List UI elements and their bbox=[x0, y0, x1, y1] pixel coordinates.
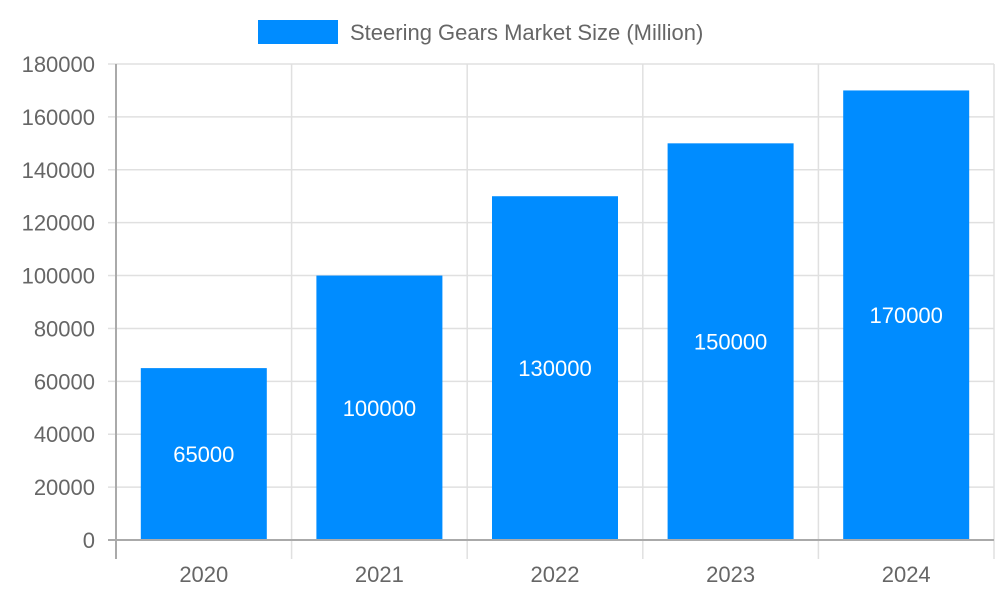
bar-value-label: 150000 bbox=[694, 330, 767, 355]
y-tick-label: 40000 bbox=[34, 422, 95, 447]
y-tick-label: 160000 bbox=[22, 105, 95, 130]
bar-value-label: 130000 bbox=[518, 356, 591, 381]
legend-swatch bbox=[258, 20, 338, 44]
y-axis-ticks: 0 20000 40000 60000 80000 100000 120000 140000 1… bbox=[22, 52, 116, 553]
y-tick-label: 0 bbox=[83, 528, 95, 553]
x-axis-ticks: 2020 2021 2022 2023 2024 bbox=[179, 562, 930, 587]
y-tick-label: 180000 bbox=[22, 52, 95, 77]
legend[interactable]: Steering Gears Market Size (Million) bbox=[258, 20, 703, 45]
bar-value-label: 100000 bbox=[343, 396, 416, 421]
y-tick-label: 140000 bbox=[22, 158, 95, 183]
bars: 65000 100000 130000 150000 170000 bbox=[140, 90, 970, 541]
bar-value-label: 65000 bbox=[173, 442, 234, 467]
x-tick-label: 2024 bbox=[882, 562, 931, 587]
y-tick-label: 60000 bbox=[34, 369, 95, 394]
x-tick-label: 2023 bbox=[706, 562, 755, 587]
bar-2024[interactable] bbox=[843, 90, 970, 540]
bar-2022[interactable] bbox=[492, 196, 618, 540]
y-tick-label: 20000 bbox=[34, 475, 95, 500]
y-tick-label: 120000 bbox=[22, 211, 95, 236]
bar-value-label: 170000 bbox=[869, 303, 942, 328]
bar-2021[interactable] bbox=[316, 275, 443, 540]
bar-2023[interactable] bbox=[667, 143, 794, 541]
bar-2020[interactable] bbox=[140, 368, 267, 540]
x-tick-label: 2021 bbox=[355, 562, 404, 587]
y-tick-label: 100000 bbox=[22, 264, 95, 289]
x-tick-label: 2020 bbox=[179, 562, 228, 587]
legend-label: Steering Gears Market Size (Million) bbox=[350, 20, 703, 45]
axes bbox=[108, 64, 994, 559]
x-tick-label: 2022 bbox=[531, 562, 580, 587]
y-tick-label: 80000 bbox=[34, 316, 95, 341]
